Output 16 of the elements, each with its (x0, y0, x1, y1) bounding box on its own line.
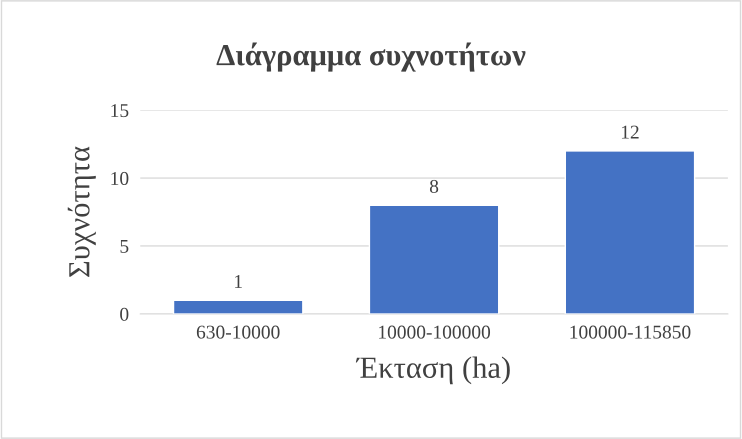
y-tick-label: 15 (111, 104, 128, 118)
bar (368, 204, 500, 314)
x-tick-label: 100000-115850 (570, 326, 690, 339)
x-tick-label: 630-10000 (196, 326, 280, 339)
bar (172, 300, 304, 314)
data-label: 8 (430, 180, 438, 193)
y-tick-label: 0 (120, 308, 128, 321)
y-tick-label: 10 (111, 172, 128, 186)
y-axis-title: Συχνότητα (68, 146, 96, 277)
data-label: 12 (622, 126, 639, 138)
chart-title: Διάγραμμα συχνοτήτων (216, 42, 526, 72)
x-axis-title: Έκταση (ha) (356, 356, 510, 384)
data-label: 1 (235, 274, 242, 288)
x-tick-label: 10000-100000 (379, 326, 490, 339)
bar (564, 150, 696, 314)
y-tick-label: 5 (120, 240, 128, 253)
